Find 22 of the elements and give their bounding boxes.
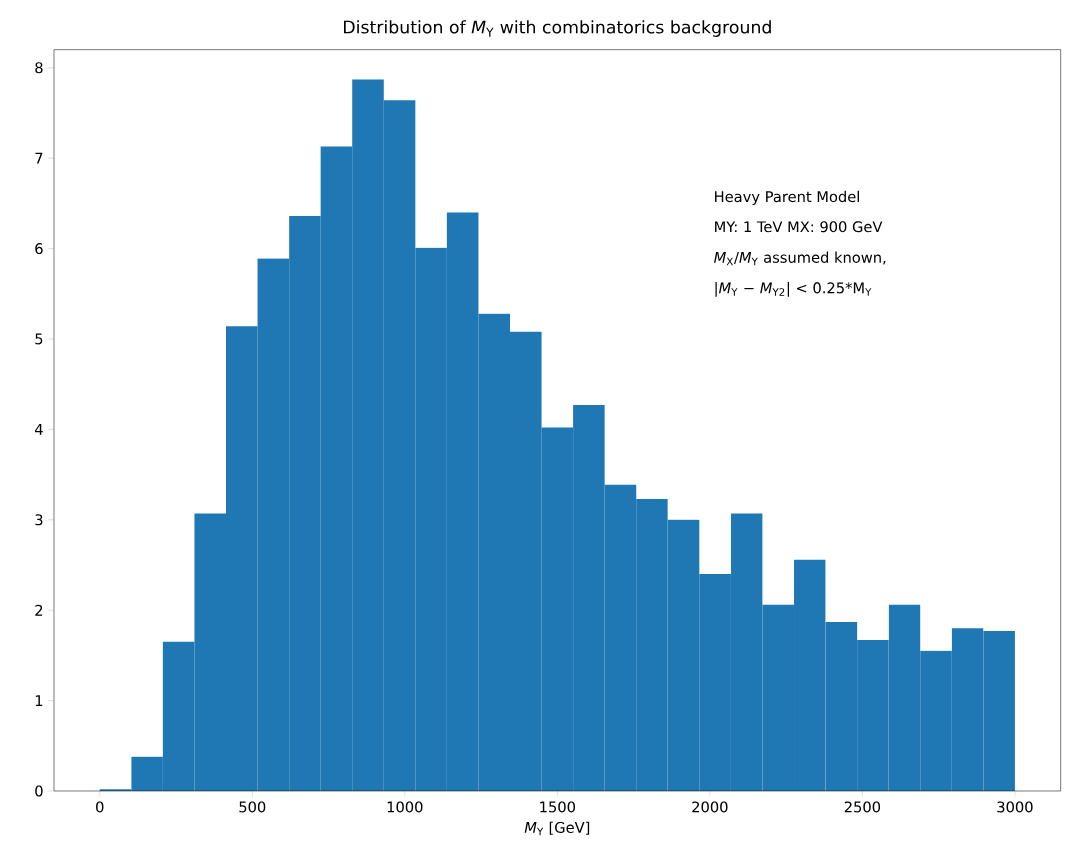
x-tick-label: 0: [96, 801, 104, 813]
y-tick-label: 2: [35, 604, 43, 616]
y-tick-label: 1: [35, 695, 43, 706]
x-tick-label: 3000: [997, 801, 1033, 813]
annotation: MY: 1 TeV MX: 900 GeV: [715, 221, 883, 233]
chart-title: Distribution of M$_{Y}$ with combinatorics background: [344, 20, 771, 37]
x-tick-label: 2000: [692, 801, 728, 813]
y-tick-label: 5: [35, 333, 43, 345]
annotation: Heavy Parent Model: [715, 190, 859, 205]
y-tick-label: 7: [35, 152, 43, 164]
x-axis-title: M$_{Y}$ [GeV]: [524, 821, 590, 836]
y-tick-label: 8: [35, 62, 43, 74]
x-tick-label: 500: [239, 801, 266, 813]
y-tick-label: 3: [35, 514, 43, 526]
annotation: |M$_{Y}$ − M$_{Y2}$| < 0.25*M$_{Y}$: [715, 281, 872, 297]
annotation: M$_{X}$/M$_{Y}$ assumed known,: [714, 251, 886, 266]
x-tick-label: 1500: [540, 801, 575, 813]
y-tick-label: 4: [34, 424, 43, 435]
x-tick-label: 2500: [844, 801, 881, 813]
x-tick-label: 1000: [387, 801, 423, 813]
y-tick-label: 0: [35, 785, 43, 797]
y-tick-label: 6: [35, 243, 43, 255]
